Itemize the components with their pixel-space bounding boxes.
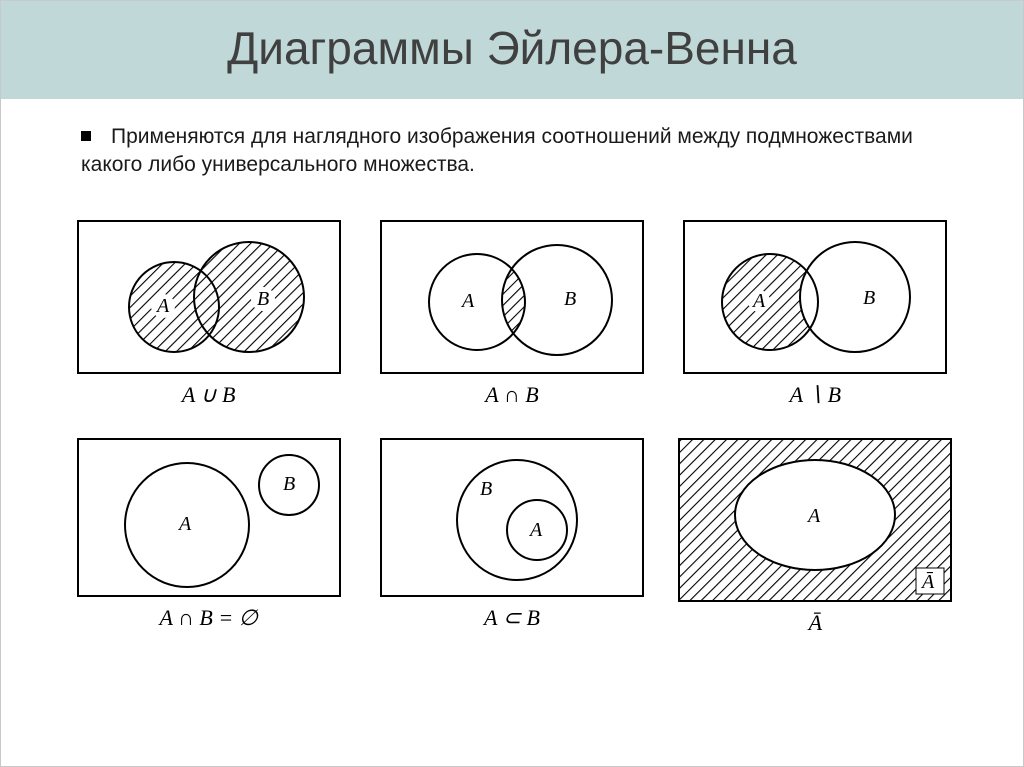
caption-subset: A ⊂ B	[484, 605, 540, 631]
caption-disjoint: A ∩ B = ∅	[159, 605, 257, 631]
cell-union: AB A ∪ B	[71, 220, 346, 408]
caption-difference: A ∖ B	[790, 382, 842, 408]
bullet-icon	[81, 131, 91, 141]
box-disjoint: AB	[77, 438, 341, 597]
caption-union: A ∪ B	[182, 382, 236, 408]
title-band: Диаграммы Эйлера-Венна	[1, 1, 1023, 99]
venn-difference: AB	[685, 222, 945, 372]
description-block: Применяются для наглядного изображения с…	[1, 99, 1023, 190]
venn-intersection: AB	[382, 222, 642, 372]
box-complement: AĀ	[678, 438, 952, 602]
description-text: Применяются для наглядного изображения с…	[81, 125, 913, 176]
page-title: Диаграммы Эйлера-Венна	[1, 21, 1023, 75]
box-union: AB	[77, 220, 341, 374]
cell-difference: AB A ∖ B	[678, 220, 953, 408]
svg-text:A: A	[177, 513, 192, 535]
venn-complement: AĀ	[680, 440, 950, 600]
cell-intersection: AB A ∩ B	[374, 220, 649, 408]
box-difference: AB	[683, 220, 947, 374]
caption-complement: Ā	[809, 610, 822, 636]
svg-text:B: B	[283, 473, 295, 495]
svg-text:A: A	[806, 505, 821, 527]
venn-disjoint: AB	[79, 440, 339, 595]
cell-subset: BA A ⊂ B	[374, 438, 649, 636]
cell-disjoint: AB A ∩ B = ∅	[71, 438, 346, 636]
svg-text:B: B	[564, 288, 576, 310]
cell-complement: AĀ Ā	[678, 438, 953, 636]
svg-text:A: A	[528, 519, 543, 541]
venn-subset: BA	[382, 440, 642, 595]
caption-intersection: A ∩ B	[485, 382, 538, 408]
svg-text:B: B	[257, 288, 269, 310]
svg-text:Ā: Ā	[920, 571, 935, 593]
diagram-grid: AB A ∪ B AB A ∩ B AB A ∖ B AB A ∩ B = ∅ …	[1, 190, 1023, 636]
svg-text:A: A	[751, 290, 766, 312]
svg-text:A: A	[155, 295, 170, 317]
venn-union: AB	[79, 222, 339, 372]
box-intersection: AB	[380, 220, 644, 374]
svg-text:B: B	[480, 478, 492, 500]
svg-text:A: A	[460, 290, 475, 312]
svg-text:B: B	[863, 287, 875, 309]
box-subset: BA	[380, 438, 644, 597]
